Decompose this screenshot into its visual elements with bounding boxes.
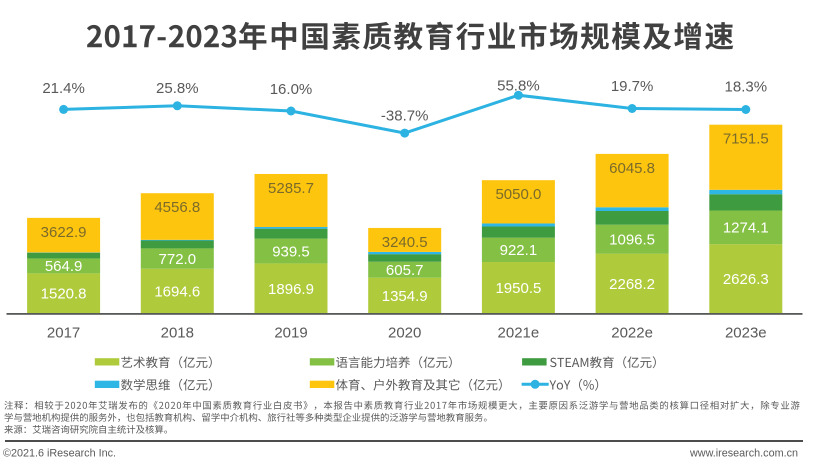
svg-text:©2021.6 iResearch Inc.: ©2021.6 iResearch Inc. <box>3 447 116 459</box>
svg-text:1096.5: 1096.5 <box>609 231 655 248</box>
svg-text:1694.6: 1694.6 <box>154 283 200 300</box>
svg-text:5285.7: 5285.7 <box>268 180 314 197</box>
svg-text:772.0: 772.0 <box>159 251 197 268</box>
svg-text:3622.9: 3622.9 <box>41 224 87 241</box>
svg-text:16.0%: 16.0% <box>270 81 313 98</box>
svg-text:21.4%: 21.4% <box>42 80 85 97</box>
svg-text:5050.0: 5050.0 <box>495 186 541 203</box>
svg-text:6045.8: 6045.8 <box>609 160 655 177</box>
svg-text:2017: 2017 <box>47 324 80 341</box>
svg-text:1896.9: 1896.9 <box>268 281 314 298</box>
svg-text:18.3%: 18.3% <box>725 79 768 96</box>
svg-text:55.8%: 55.8% <box>497 77 540 94</box>
svg-text:1274.1: 1274.1 <box>723 220 769 237</box>
svg-text:4556.8: 4556.8 <box>154 199 200 216</box>
svg-text:1950.5: 1950.5 <box>495 280 541 297</box>
svg-text:2268.2: 2268.2 <box>609 276 655 293</box>
svg-text:7151.5: 7151.5 <box>723 131 769 148</box>
svg-text:2018: 2018 <box>161 324 194 341</box>
svg-text:605.7: 605.7 <box>386 262 424 279</box>
svg-text:2019: 2019 <box>274 324 307 341</box>
svg-text:2020: 2020 <box>388 324 421 341</box>
svg-text:939.5: 939.5 <box>272 243 310 260</box>
svg-text:19.7%: 19.7% <box>611 78 654 95</box>
svg-text:564.9: 564.9 <box>45 258 83 275</box>
svg-text:2023e: 2023e <box>725 324 767 341</box>
svg-text:3240.5: 3240.5 <box>382 234 428 251</box>
svg-text:www.iresearch.com.cn: www.iresearch.com.cn <box>689 447 798 459</box>
svg-text:2022e: 2022e <box>611 324 653 341</box>
svg-text:1520.8: 1520.8 <box>41 286 87 303</box>
svg-text:2021e: 2021e <box>498 324 540 341</box>
svg-text:-38.7%: -38.7% <box>381 107 429 124</box>
svg-text:25.8%: 25.8% <box>156 80 199 97</box>
svg-text:2626.3: 2626.3 <box>723 271 769 288</box>
svg-text:922.1: 922.1 <box>500 242 538 259</box>
svg-text:1354.9: 1354.9 <box>382 288 428 305</box>
